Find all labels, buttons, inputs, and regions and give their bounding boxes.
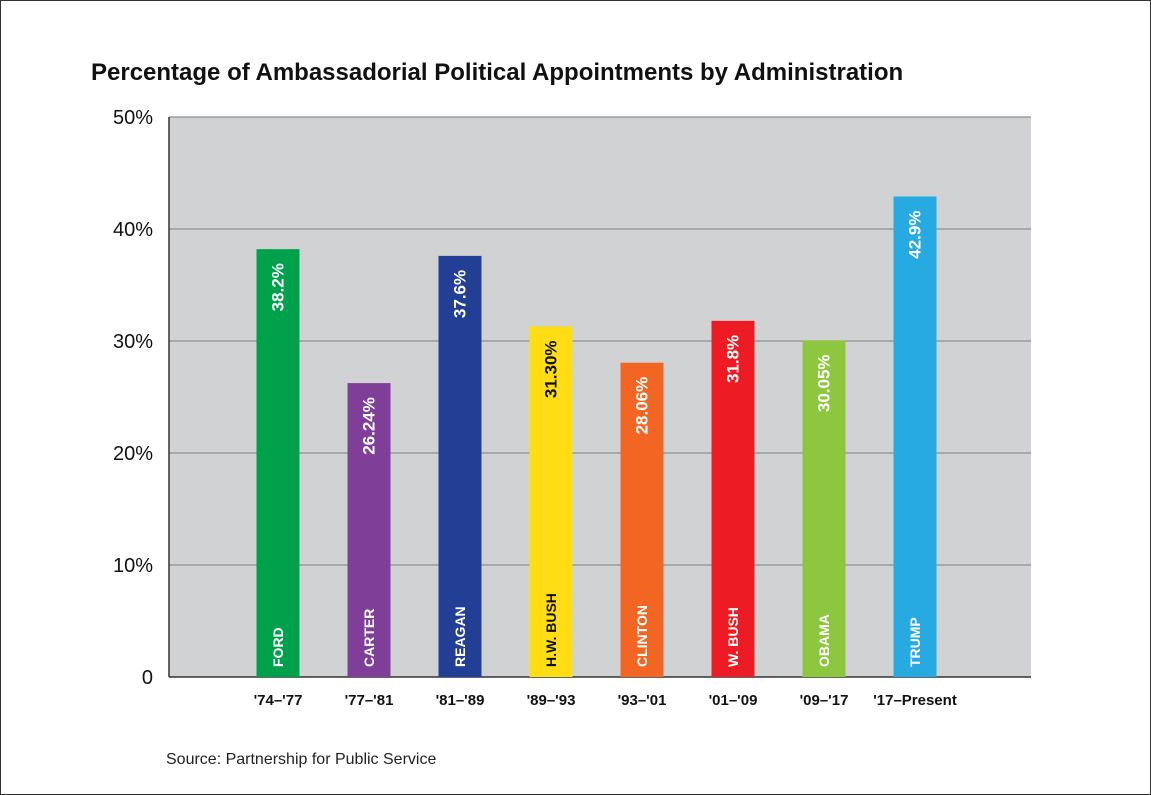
bar [347,383,391,677]
bar-name-label: W. BUSH [725,607,741,667]
x-tick-label: '17–Present [873,692,957,709]
x-tick-label: '74–'77 [254,692,303,709]
y-tick-label: 20% [113,443,153,465]
bar [256,249,300,677]
bar [620,362,664,677]
y-tick-label: 0 [142,667,153,689]
bar-name-label: H.W. BUSH [543,593,559,667]
x-tick-label: '93–'01 [618,692,667,709]
bar-value-label: 28.06% [633,377,652,435]
bar-name-label: TRUMP [907,617,923,667]
y-tick-label: 40% [113,219,153,241]
bar-name-label: FORD [270,627,286,667]
bar-value-label: 31.8% [724,335,743,383]
x-tick-label: '09–'17 [800,692,849,709]
y-tick-label: 10% [113,555,153,577]
bar [802,340,846,677]
x-tick-label: '77–'81 [345,692,394,709]
bar-name-label: OBAMA [816,614,832,667]
bar-value-label: 42.9% [906,211,925,259]
plot-background [169,117,1031,677]
y-tick-label: 50% [113,107,153,129]
x-tick-label: '89–'93 [527,692,576,709]
bar [438,255,482,677]
x-tick-label: '01–'09 [709,692,758,709]
bar [529,326,573,677]
bar [893,196,937,677]
x-tick-label: '81–'89 [436,692,485,709]
bar-name-label: REAGAN [452,606,468,667]
bar [711,320,755,677]
bar-value-label: 38.2% [269,263,288,311]
chart-title: Percentage of Ambassadorial Political Ap… [91,59,904,86]
bar-name-label: CARTER [361,609,377,667]
bar-value-label: 31.30% [542,340,561,398]
bar-value-label: 26.24% [360,397,379,455]
bar-value-label: 30.05% [815,354,834,412]
source-note: Source: Partnership for Public Service [166,751,437,768]
bar-value-label: 37.6% [451,270,470,318]
y-tick-label: 30% [113,331,153,353]
bar-name-label: CLINTON [634,605,650,667]
